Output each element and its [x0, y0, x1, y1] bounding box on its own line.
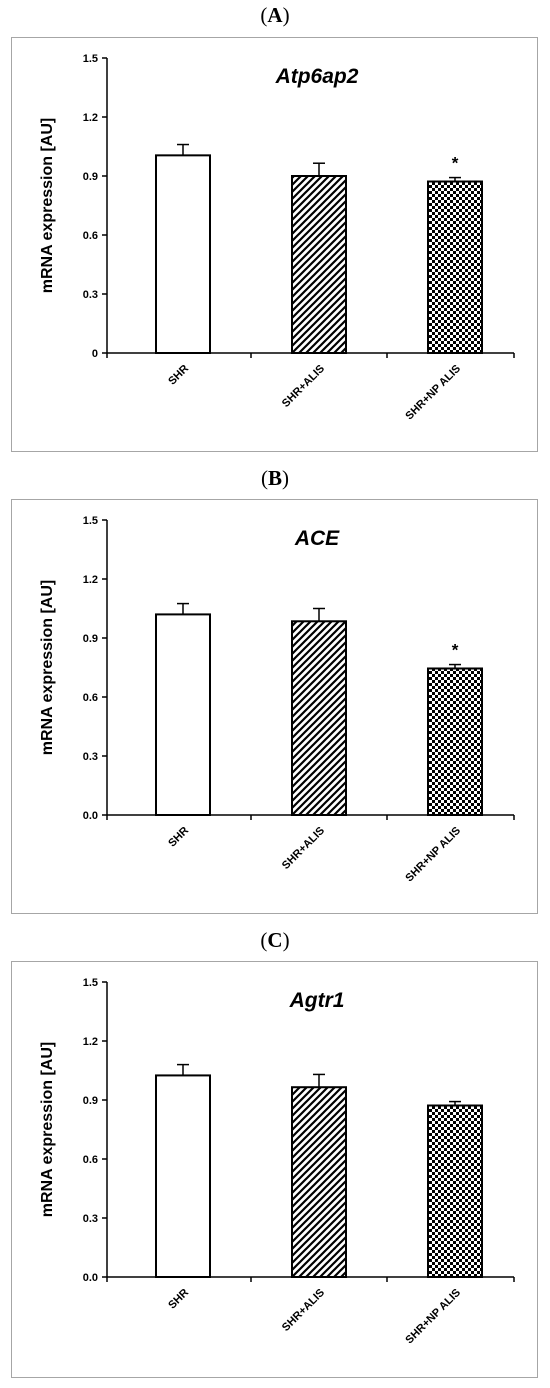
panel-label-b: (B): [260, 466, 289, 490]
significance-marker: *: [452, 641, 459, 660]
bar: [427, 180, 483, 354]
y-tick-label: 0.3: [83, 289, 98, 301]
y-tick-label: 1.5: [83, 53, 98, 65]
y-tick-label: 1.2: [83, 1036, 98, 1048]
bar: [291, 175, 347, 354]
y-tick-label: 0: [92, 348, 98, 360]
chart-title: Agtr1: [289, 989, 345, 1012]
significance-marker: *: [452, 154, 459, 173]
category-label: SHR+ALIS: [280, 1287, 327, 1334]
bar: [427, 667, 483, 816]
y-tick-label: 1.2: [83, 574, 98, 586]
category-label: SHR+NP ALIS: [403, 825, 463, 885]
panel-label-c: (C): [260, 928, 290, 952]
y-tick-label: 0.0: [83, 810, 98, 822]
category-label: SHR+NP ALIS: [403, 363, 463, 423]
chart-title: ACE: [294, 527, 340, 550]
bar-chart-c: 0.0 0.3 0.6 0.9 1.2 1.5 SHR SHR+ALIS SHR+NP ALIS…: [39, 977, 515, 1347]
y-axis-label: mRNA expression [AU]: [39, 580, 56, 755]
category-label: SHR: [166, 825, 191, 850]
bar-chart-a: 0 0.3 0.6 0.9 1.2 1.5 SHR SHR+ALIS * SHR+NP ALIS A…: [39, 53, 515, 423]
y-tick-label: 0.6: [83, 230, 98, 242]
category-label: SHR+NP ALIS: [403, 1287, 463, 1347]
category-label: SHR: [166, 363, 191, 388]
bar: [155, 154, 211, 354]
chart-title: Atp6ap2: [275, 65, 359, 88]
bar: [155, 613, 211, 817]
panel-label-a: (A): [260, 3, 290, 27]
y-tick-label: 1.2: [83, 112, 98, 124]
y-tick-label: 1.5: [83, 977, 98, 989]
chart-panel-c: 0.0 0.3 0.6 0.9 1.2 1.5 SHR SHR+ALIS SHR+NP ALIS…: [11, 961, 538, 1378]
category-label: SHR: [166, 1287, 191, 1312]
y-tick-label: 0.3: [83, 751, 98, 763]
y-tick-label: 0.6: [83, 1154, 98, 1166]
chart-panel-b: 0.0 0.3 0.6 0.9 1.2 1.5 SHR SHR+ALIS * SHR+NP ALI…: [11, 499, 538, 914]
y-axis-label: mRNA expression [AU]: [39, 118, 56, 293]
bar: [427, 1104, 483, 1278]
y-tick-label: 1.5: [83, 515, 98, 527]
y-tick-label: 0.0: [83, 1272, 98, 1284]
y-tick-label: 0.6: [83, 692, 98, 704]
bar: [155, 1074, 211, 1278]
chart-panel-a: 0 0.3 0.6 0.9 1.2 1.5 SHR SHR+ALIS * SHR+NP ALIS A…: [11, 37, 538, 452]
category-label: SHR+ALIS: [280, 825, 327, 872]
bar: [291, 620, 347, 816]
y-tick-label: 0.9: [83, 1095, 98, 1107]
y-tick-label: 0.9: [83, 171, 98, 183]
y-axis-label: mRNA expression [AU]: [39, 1042, 56, 1217]
bar-chart-b: 0.0 0.3 0.6 0.9 1.2 1.5 SHR SHR+ALIS * SHR+NP ALI…: [39, 515, 515, 885]
category-label: SHR+ALIS: [280, 363, 327, 410]
bar: [291, 1086, 347, 1279]
y-tick-label: 0.9: [83, 633, 98, 645]
y-tick-label: 0.3: [83, 1213, 98, 1225]
